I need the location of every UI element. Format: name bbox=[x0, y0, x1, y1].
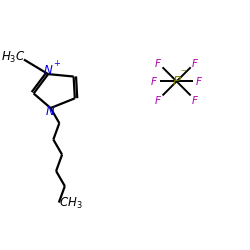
Text: $F$: $F$ bbox=[191, 57, 199, 69]
Text: $^+$: $^+$ bbox=[52, 59, 62, 72]
Text: $^{-}$: $^{-}$ bbox=[180, 69, 187, 79]
Text: $P$: $P$ bbox=[172, 75, 181, 88]
Text: $F$: $F$ bbox=[150, 76, 158, 88]
Text: $F$: $F$ bbox=[191, 94, 199, 106]
Text: $H_3C$: $H_3C$ bbox=[2, 50, 26, 65]
Text: $F$: $F$ bbox=[154, 57, 162, 69]
Text: $N$: $N$ bbox=[45, 105, 56, 118]
Text: $F$: $F$ bbox=[154, 94, 162, 106]
Text: $F$: $F$ bbox=[195, 76, 203, 88]
Text: $N$: $N$ bbox=[43, 64, 54, 77]
Text: $CH_3$: $CH_3$ bbox=[59, 196, 82, 211]
